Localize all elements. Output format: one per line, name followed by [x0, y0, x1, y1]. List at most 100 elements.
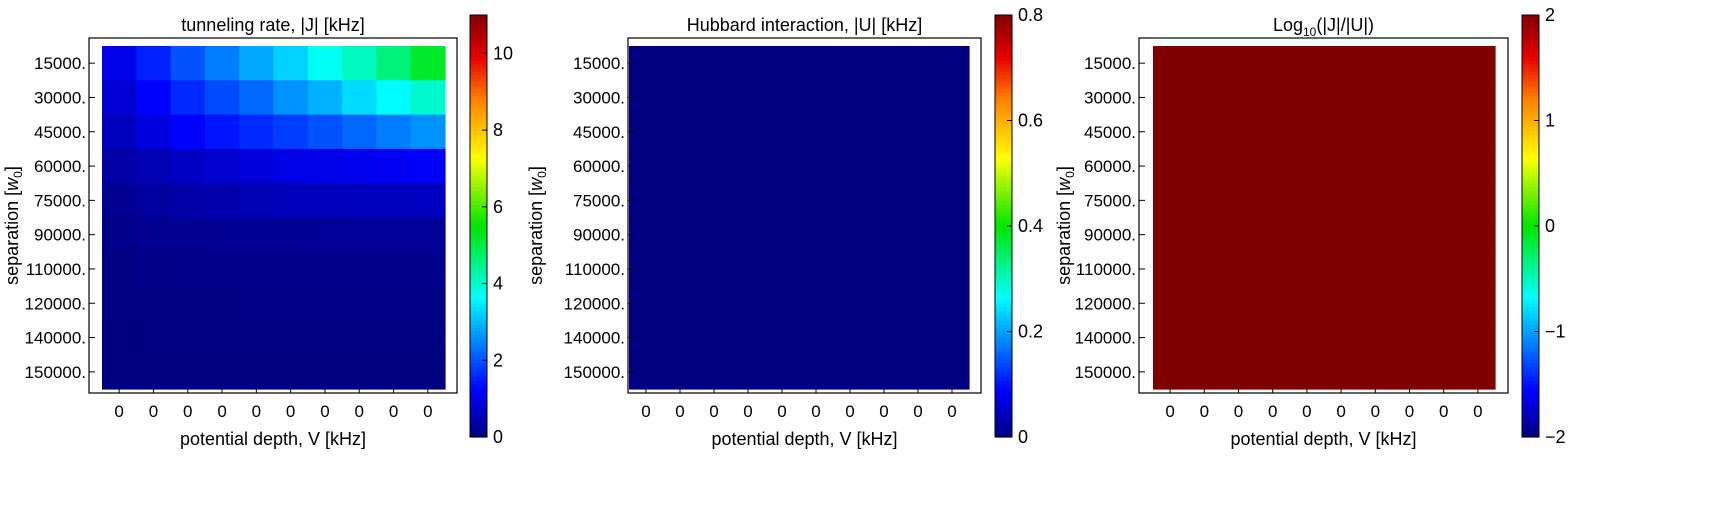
- heatmap-cell: [731, 80, 766, 116]
- heatmap-cell: [273, 320, 309, 356]
- colorbar-segment: [470, 261, 487, 266]
- colorbar-segment: [1522, 415, 1539, 421]
- x-tick-label: 0: [1165, 402, 1174, 421]
- y-label-w: w: [2, 177, 22, 191]
- colorbar-segment: [1522, 370, 1539, 375]
- heatmap-cell: [170, 80, 206, 116]
- y-label-rest: ]: [2, 166, 22, 171]
- colorbar-segment: [470, 264, 487, 269]
- colorbar-segment: [1522, 292, 1539, 297]
- colorbar-segment: [470, 271, 487, 276]
- colorbar-segment: [995, 131, 1012, 136]
- colorbar-segment: [470, 134, 487, 139]
- colorbar-segment: [1522, 190, 1539, 195]
- heatmap-cell: [273, 354, 309, 390]
- y-tick-label: 90000.: [573, 226, 625, 245]
- colorbar-segment: [470, 327, 487, 333]
- heatmap-cell: [1187, 114, 1222, 150]
- y-tick-label: 140000.: [25, 329, 86, 348]
- heatmap-cell: [629, 183, 664, 219]
- heatmap-cell: [901, 114, 936, 150]
- colorbar-segment: [470, 159, 487, 164]
- heatmap-cell: [1221, 320, 1257, 356]
- colorbar-segment: [1522, 327, 1539, 333]
- heatmap-cell: [697, 286, 732, 321]
- heatmap-cell: [731, 251, 766, 287]
- heatmap-cell: [204, 183, 240, 219]
- colorbar-segment: [470, 313, 487, 319]
- colorbar-segment: [470, 78, 487, 83]
- colorbar-segment: [1522, 138, 1539, 143]
- colorbar-segment: [1522, 74, 1539, 79]
- colorbar-segment: [995, 250, 1012, 255]
- colorbar-segment: [1522, 141, 1539, 146]
- colorbar-tick-label: −2: [1545, 427, 1566, 447]
- colorbar-segment: [995, 352, 1012, 357]
- y-tick-label: 120000.: [1075, 294, 1136, 313]
- heatmap-cell: [1221, 286, 1257, 321]
- heatmap-cell: [663, 183, 698, 219]
- x-tick-label: 0: [1234, 402, 1243, 421]
- heatmap-cell: [697, 251, 732, 287]
- heatmap-cell: [799, 183, 834, 219]
- y-tick-label: 75000.: [34, 191, 86, 210]
- colorbar-segment: [470, 226, 487, 231]
- chart-title: Log10(|J|/|U|): [1273, 15, 1374, 39]
- heatmap-cell: [1392, 80, 1428, 116]
- colorbar-segment: [995, 124, 1012, 129]
- colorbar-segment: [1522, 173, 1539, 178]
- heatmap-cell: [410, 354, 446, 390]
- colorbar-segment: [1522, 380, 1539, 385]
- heatmap-cell: [1426, 286, 1462, 321]
- colorbar-segment: [995, 145, 1012, 150]
- colorbar-segment: [995, 180, 1012, 185]
- colorbar-segment: [470, 366, 487, 371]
- heatmap-cell: [170, 148, 206, 184]
- heatmap-cell: [901, 251, 936, 287]
- colorbar-segment: [470, 15, 487, 20]
- colorbar-segment: [995, 176, 1012, 181]
- colorbar-segment: [470, 412, 487, 417]
- heatmap-cell: [136, 251, 172, 287]
- heatmap-cell: [1392, 217, 1428, 253]
- heatmap-cell: [1358, 320, 1393, 356]
- colorbar-segment: [1522, 109, 1539, 115]
- colorbar-segment: [470, 247, 487, 252]
- colorbar-segment: [1522, 429, 1539, 435]
- colorbar-segment: [1522, 194, 1539, 199]
- y-axis-label: separation [w0]: [526, 166, 549, 285]
- heatmap-cell: [663, 286, 698, 321]
- colorbar-segment: [1522, 43, 1539, 48]
- colorbar-segment: [995, 271, 1012, 276]
- heatmap-cell: [935, 80, 970, 116]
- colorbar-segment: [470, 306, 487, 311]
- colorbar-segment: [1522, 145, 1539, 150]
- heatmap-cell: [629, 46, 664, 81]
- heatmap-cell: [1324, 251, 1359, 287]
- colorbar: 0 0.2 0.4 0.6 0.8: [994, 5, 1043, 447]
- x-tick-label: 0: [1439, 402, 1448, 421]
- colorbar-segment: [1522, 296, 1539, 301]
- colorbar-segment: [470, 419, 487, 424]
- heatmap-cell: [376, 286, 412, 321]
- heatmap-cell: [410, 251, 446, 287]
- colorbar-segment: [470, 183, 487, 188]
- heatmap-cell: [342, 354, 377, 390]
- heatmap-cell: [901, 354, 936, 390]
- heatmap-cell: [663, 148, 698, 184]
- heatmap-cell: [1324, 114, 1359, 150]
- heatmap-cell: [204, 286, 240, 321]
- colorbar-segment: [995, 243, 1012, 248]
- colorbar-segment: [1522, 261, 1539, 266]
- heatmap-cell: [833, 183, 868, 219]
- heatmap-cell: [1255, 251, 1291, 287]
- colorbar-segment: [995, 363, 1012, 368]
- colorbar-segment: [1522, 243, 1539, 248]
- colorbar-segment: [470, 95, 487, 100]
- colorbar-segment: [1522, 268, 1539, 273]
- heatmap-cell: [1153, 148, 1188, 184]
- colorbar-segment: [995, 285, 1012, 290]
- heatmap-cell: [1460, 80, 1496, 116]
- colorbar-segment: [1522, 342, 1539, 347]
- colorbar-segment: [995, 152, 1012, 157]
